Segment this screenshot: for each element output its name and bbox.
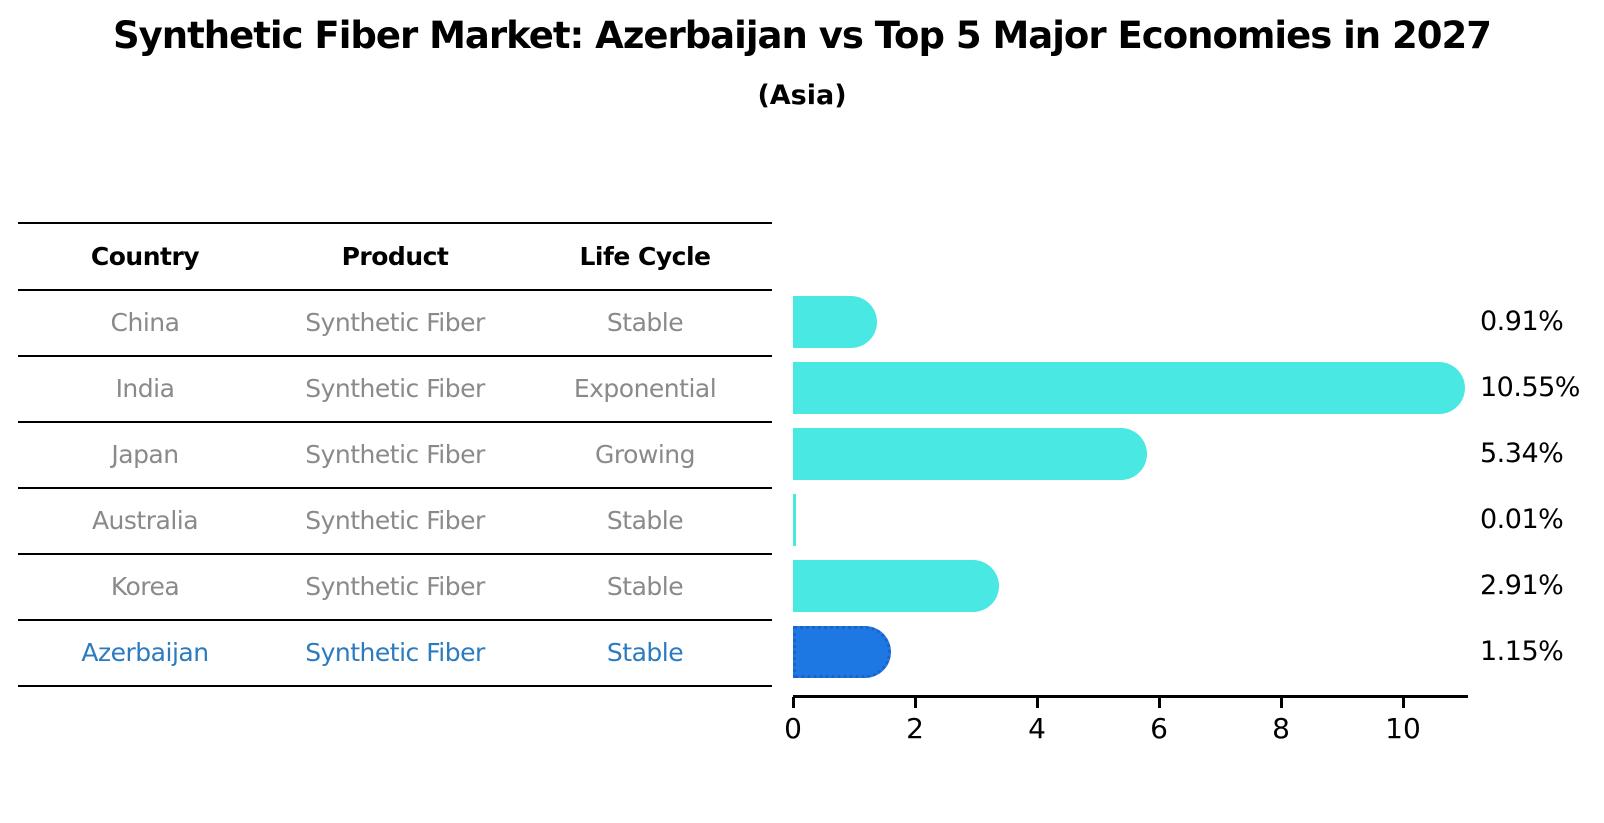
column-header-life-cycle: Life Cycle	[579, 241, 711, 271]
table-line	[18, 421, 772, 423]
country-cell: Australia	[91, 505, 199, 535]
value-label-japan: 5.34%	[1480, 438, 1564, 469]
life-cycle-cell: Stable	[606, 637, 684, 667]
column-header-product: Product	[341, 241, 449, 271]
bar-korea	[793, 560, 999, 612]
table-line	[18, 289, 772, 291]
product-cell: Synthetic Fiber	[305, 439, 485, 469]
product-cell: Synthetic Fiber	[305, 571, 485, 601]
x-tick-label: 4	[1028, 712, 1046, 745]
value-label-australia: 0.01%	[1480, 504, 1564, 535]
x-tick-label: 0	[784, 712, 802, 745]
table-line	[18, 487, 772, 489]
country-cell: China	[110, 307, 180, 337]
table-row-india: India Synthetic Fiber Exponential	[18, 355, 772, 421]
table-header-row: Country Product Life Cycle	[18, 223, 772, 289]
value-label-azerbaijan: 1.15%	[1480, 636, 1564, 667]
life-cycle-cell: Exponential	[573, 373, 717, 403]
bar-india	[793, 362, 1465, 414]
x-tick-label: 2	[906, 712, 924, 745]
product-cell: Synthetic Fiber	[305, 505, 485, 535]
table-row-china: China Synthetic Fiber Stable	[18, 289, 772, 355]
x-tick-mark	[914, 697, 917, 708]
table-line	[18, 222, 772, 224]
x-tick-mark	[1036, 697, 1039, 708]
table-line	[18, 355, 772, 357]
x-tick-label: 6	[1150, 712, 1168, 745]
table-line	[18, 553, 772, 555]
table-row-azerbaijan: Azerbaijan Synthetic Fiber Stable	[18, 619, 772, 685]
x-tick-mark	[1280, 697, 1283, 708]
value-label-india: 10.55%	[1480, 372, 1580, 403]
country-cell: India	[115, 373, 175, 403]
product-cell: Synthetic Fiber	[305, 307, 485, 337]
column-header-country: Country	[90, 241, 200, 271]
table-row-australia: Australia Synthetic Fiber Stable	[18, 487, 772, 553]
country-cell: Azerbaijan	[81, 637, 209, 667]
table-line	[18, 685, 772, 687]
life-cycle-cell: Stable	[606, 505, 684, 535]
bar-china	[793, 296, 877, 348]
life-cycle-cell: Stable	[606, 571, 684, 601]
x-tick-mark	[792, 697, 795, 708]
chart-subtitle: (Asia)	[757, 80, 847, 111]
product-cell: Synthetic Fiber	[305, 373, 485, 403]
bar-japan	[793, 428, 1147, 480]
life-cycle-cell: Growing	[594, 439, 696, 469]
value-label-korea: 2.91%	[1480, 570, 1564, 601]
country-cell: Japan	[111, 439, 179, 469]
product-cell: Synthetic Fiber	[305, 637, 485, 667]
table-row-korea: Korea Synthetic Fiber Stable	[18, 553, 772, 619]
chart-title: Synthetic Fiber Market: Azerbaijan vs To…	[113, 14, 1492, 57]
x-tick-mark	[1158, 697, 1161, 708]
x-tick-mark	[1402, 697, 1405, 708]
value-label-china: 0.91%	[1480, 306, 1564, 337]
bar-azerbaijan	[793, 626, 892, 678]
table-line	[18, 619, 772, 621]
life-cycle-cell: Stable	[606, 307, 684, 337]
x-tick-label: 10	[1385, 712, 1421, 745]
bar-australia	[793, 494, 796, 546]
x-axis-line	[793, 695, 1468, 698]
table-row-japan: Japan Synthetic Fiber Growing	[18, 421, 772, 487]
x-tick-label: 8	[1272, 712, 1290, 745]
country-cell: Korea	[110, 571, 180, 601]
